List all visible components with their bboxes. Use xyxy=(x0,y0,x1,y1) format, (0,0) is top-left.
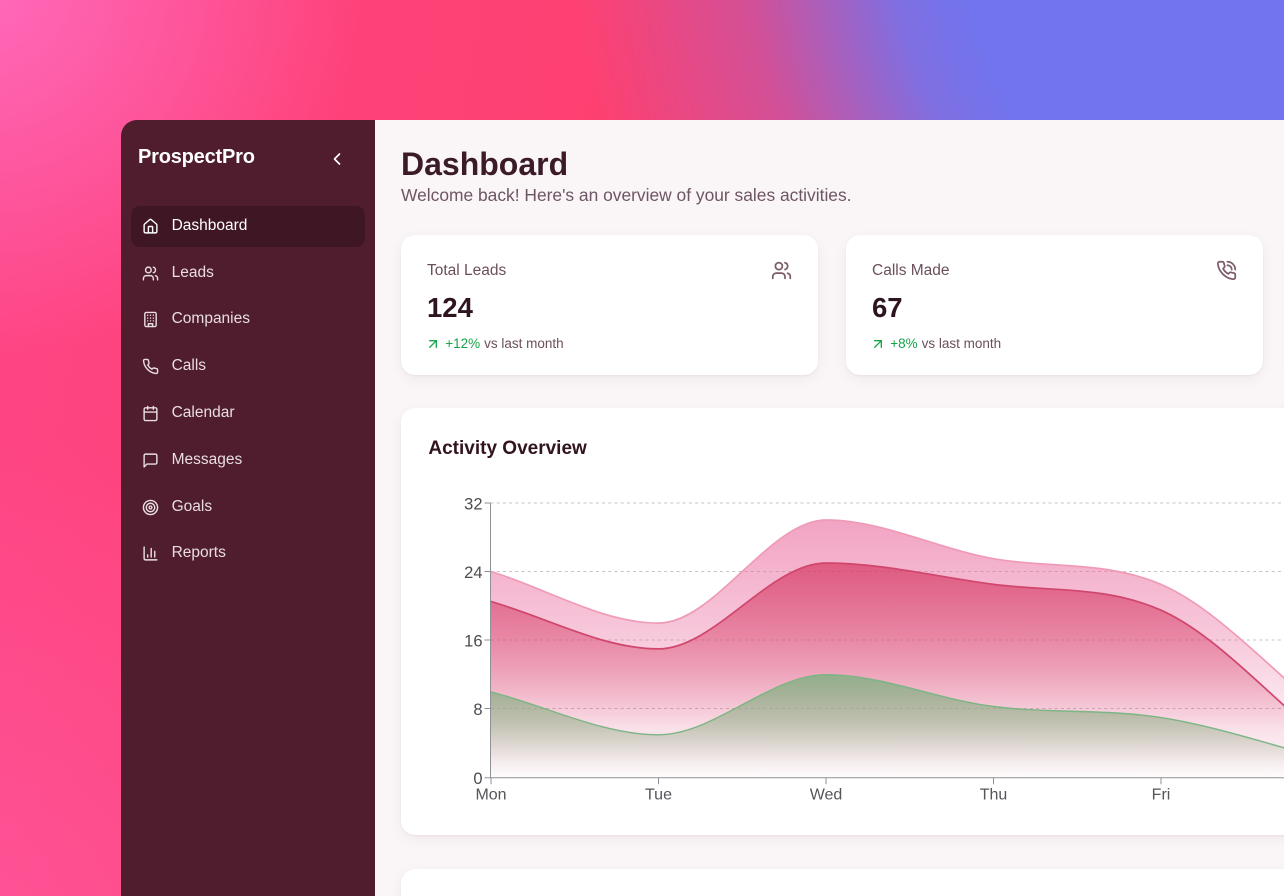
svg-text:24: 24 xyxy=(464,564,482,582)
svg-text:Tue: Tue xyxy=(645,786,672,803)
svg-text:Mon: Mon xyxy=(475,786,506,803)
svg-text:Fri: Fri xyxy=(1152,786,1171,803)
svg-text:16: 16 xyxy=(464,632,482,650)
svg-text:8: 8 xyxy=(473,701,482,719)
svg-text:Wed: Wed xyxy=(810,786,843,803)
svg-text:32: 32 xyxy=(464,495,482,513)
svg-text:Thu: Thu xyxy=(980,786,1008,803)
svg-text:0: 0 xyxy=(473,770,482,788)
